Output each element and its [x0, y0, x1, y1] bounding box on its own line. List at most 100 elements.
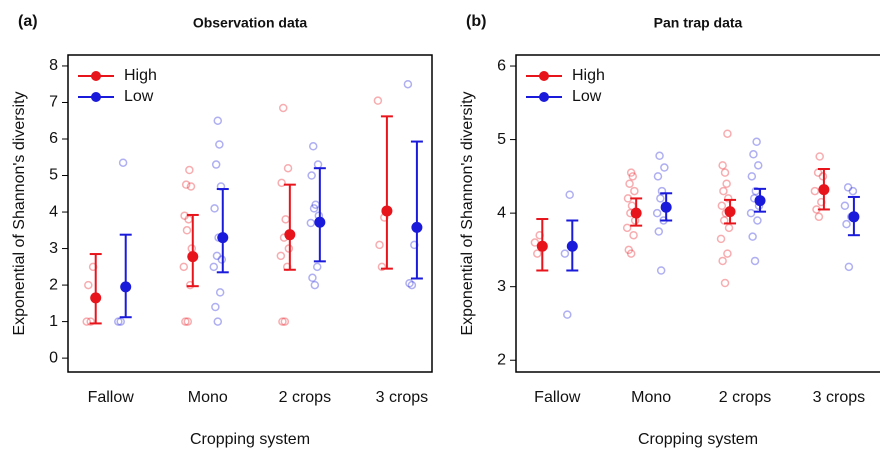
plot-frame: [67, 54, 433, 373]
y-tick-label: 8: [49, 57, 58, 74]
y-tick-label: 0: [49, 349, 58, 366]
raw-point: [753, 216, 762, 225]
mean-point: [120, 281, 132, 293]
mean-point: [217, 232, 229, 244]
raw-point: [719, 186, 728, 196]
raw-point: [560, 249, 570, 258]
raw-point: [307, 171, 316, 180]
y-tick-label: 4: [497, 204, 506, 221]
raw-point: [312, 262, 322, 272]
raw-point: [629, 230, 638, 240]
raw-point: [278, 317, 287, 326]
raw-point: [655, 151, 664, 161]
mean-point: [630, 207, 642, 219]
raw-point: [114, 317, 123, 326]
x-tick-label: 2 crops: [719, 389, 771, 406]
raw-point: [747, 172, 757, 181]
raw-point: [563, 310, 572, 319]
legend-marker: [91, 92, 101, 102]
chart-title: Observation data: [193, 15, 308, 31]
y-tick-label: 5: [49, 167, 58, 184]
y-tick-label: 6: [497, 57, 506, 74]
raw-point: [717, 201, 727, 211]
raw-point: [622, 223, 632, 233]
y-tick-label: 6: [49, 130, 58, 147]
mean-point: [536, 240, 548, 252]
raw-point: [278, 103, 288, 113]
y-tick-label: 4: [49, 203, 58, 220]
raw-point: [628, 172, 638, 181]
raw-point: [723, 129, 732, 138]
raw-point: [843, 183, 853, 192]
raw-point: [182, 226, 192, 235]
y-tick-label: 2: [49, 276, 58, 293]
y-tick-label: 2: [497, 351, 506, 368]
raw-point: [813, 168, 823, 177]
raw-point: [181, 317, 190, 326]
mean-point: [848, 211, 860, 223]
legend-marker: [539, 92, 549, 102]
raw-point: [277, 178, 286, 188]
panel-label: (b): [466, 13, 486, 30]
raw-point: [276, 251, 286, 261]
raw-point: [308, 142, 318, 151]
plot-frame: [515, 54, 880, 373]
raw-point: [753, 161, 763, 170]
raw-point: [211, 302, 220, 312]
raw-point: [183, 317, 193, 326]
raw-point: [403, 79, 413, 89]
legend-label: Low: [572, 88, 602, 105]
raw-point: [179, 262, 189, 272]
raw-point: [652, 208, 662, 218]
raw-point: [718, 256, 727, 266]
raw-point: [750, 256, 760, 266]
raw-point: [814, 212, 824, 222]
mean-point: [381, 205, 393, 217]
raw-point: [377, 262, 387, 272]
raw-point: [215, 140, 224, 149]
raw-point: [653, 172, 663, 181]
raw-point: [723, 249, 732, 258]
x-tick-label: Mono: [188, 389, 228, 406]
mean-point: [314, 216, 326, 228]
y-tick-label: 3: [49, 240, 58, 257]
raw-point: [749, 150, 758, 159]
raw-point: [810, 186, 820, 196]
raw-point: [84, 280, 93, 290]
raw-point: [281, 215, 290, 224]
raw-point: [407, 280, 417, 290]
raw-point: [848, 186, 858, 196]
raw-point: [213, 317, 223, 326]
legend-marker: [539, 71, 549, 81]
x-axis-label: Cropping system: [638, 431, 758, 448]
raw-point: [815, 152, 824, 161]
raw-point: [280, 317, 290, 326]
raw-point: [630, 186, 639, 196]
raw-point: [181, 180, 191, 189]
raw-point: [185, 165, 194, 175]
x-tick-label: 3 crops: [813, 389, 865, 406]
mean-point: [724, 206, 736, 218]
y-tick-label: 7: [49, 94, 58, 111]
legend-label: High: [572, 67, 605, 84]
raw-point: [624, 245, 634, 255]
mean-point: [818, 184, 830, 196]
raw-point: [722, 179, 731, 188]
raw-point: [308, 273, 317, 283]
raw-point: [215, 288, 225, 297]
x-tick-label: 3 crops: [376, 389, 428, 406]
legend-marker: [91, 71, 101, 81]
mean-point: [187, 251, 199, 263]
raw-point: [842, 219, 851, 229]
raw-point: [720, 168, 730, 177]
mean-point: [411, 221, 423, 233]
raw-point: [313, 160, 323, 169]
y-tick-label: 5: [497, 131, 506, 148]
raw-point: [626, 249, 636, 258]
panel-label: (a): [18, 13, 38, 30]
raw-point: [840, 201, 850, 211]
raw-point: [565, 190, 574, 199]
raw-point: [724, 223, 734, 233]
mean-point: [284, 229, 296, 241]
